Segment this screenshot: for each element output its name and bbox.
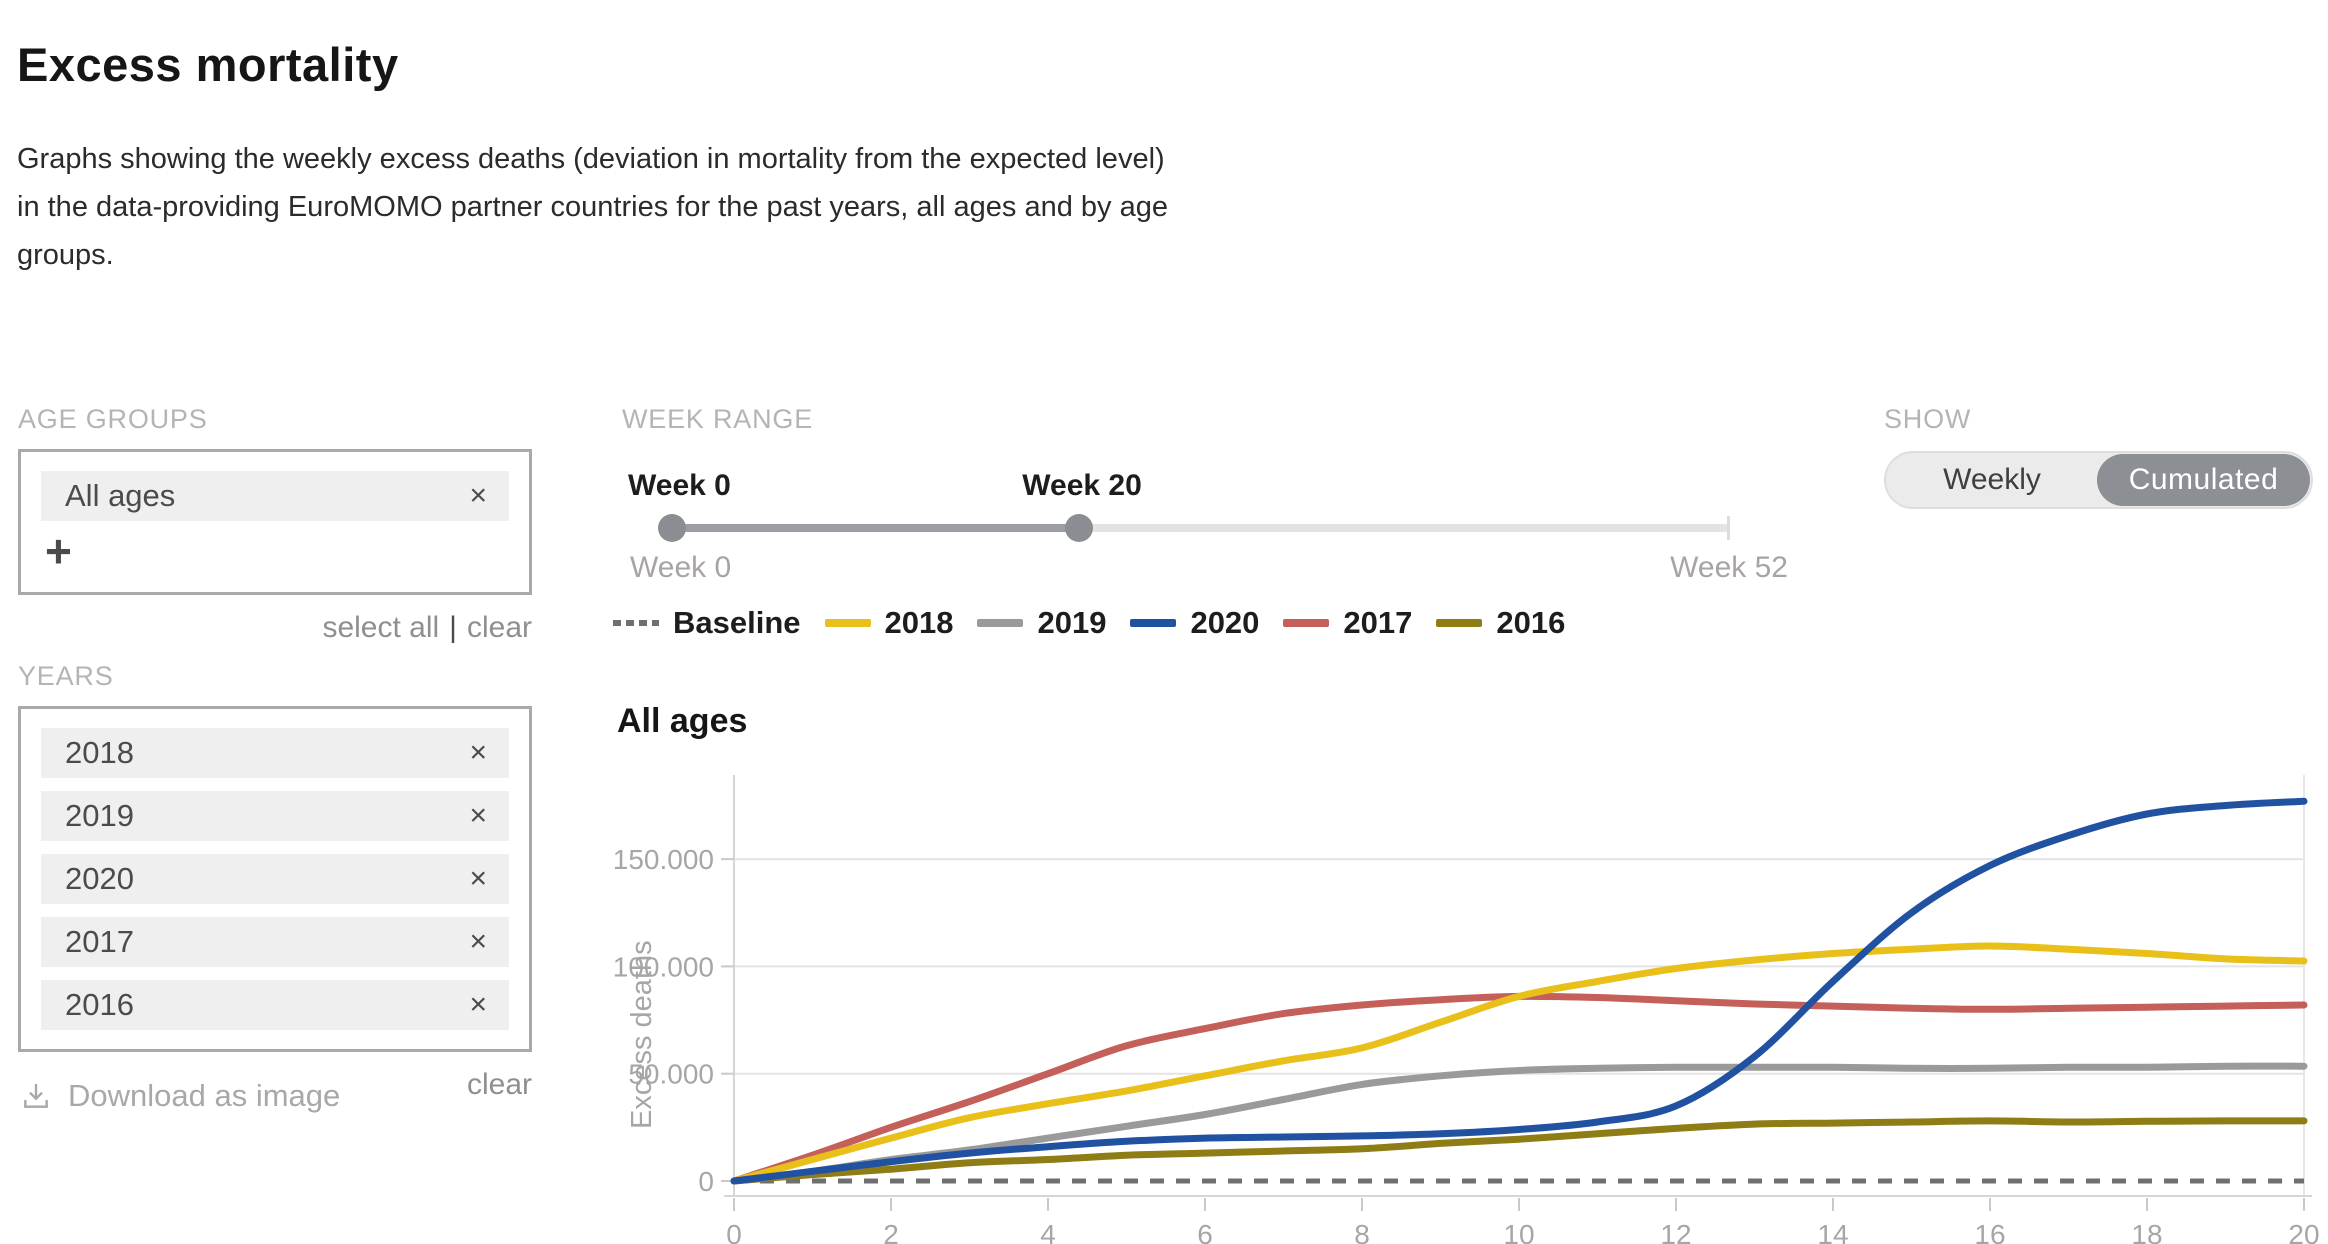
years-section: YEARS 2018 × 2019 × 2020 × 2017 × 2016 ×…	[18, 661, 532, 1102]
age-groups-label: AGE GROUPS	[18, 404, 208, 434]
series-2020	[730, 797, 2308, 1185]
filter-chip-label: 2018	[65, 735, 134, 770]
slider-handle-label-start: Week 0	[628, 469, 731, 502]
toggle-option-weekly[interactable]: Weekly	[1943, 463, 2041, 496]
series-2018	[730, 942, 2308, 1185]
age-group-chip[interactable]: All ages ×	[41, 471, 509, 521]
legend-label: 2017	[1343, 605, 1413, 640]
years-label: YEARS	[18, 661, 114, 691]
age-groups-section: AGE GROUPS All ages × + select all | clear	[18, 404, 532, 645]
week-range-label: WEEK RANGE	[622, 404, 814, 434]
legend-label: Baseline	[673, 605, 801, 640]
excess-mortality-chart: 0 50.000 100.000 150.000 0 2 4 6 8 10 12 14 16 18 20	[613, 775, 2320, 1244]
age-groups-panel: All ages × +	[18, 449, 532, 595]
filter-chip-label: 2016	[65, 987, 134, 1022]
years-panel: 2018 × 2019 × 2020 × 2017 × 2016 ×	[18, 706, 532, 1052]
filter-chip-label: All ages	[65, 478, 176, 513]
x-tick-label: 8	[1354, 1219, 1370, 1244]
slider-max-label: Week 52	[1670, 551, 1788, 584]
slider-handle-start[interactable]	[658, 514, 686, 542]
download-label: Download as image	[68, 1078, 341, 1113]
y-tick-label: 100.000	[613, 951, 714, 982]
year-chip[interactable]: 2019 ×	[41, 791, 509, 841]
legend-item: 2020	[1130, 605, 1259, 641]
download-as-image-button[interactable]: Download as image	[20, 1078, 340, 1114]
remove-icon[interactable]: ×	[469, 799, 487, 832]
series-2016	[730, 1117, 2308, 1185]
x-tick-label: 4	[1040, 1219, 1056, 1244]
show-section: SHOW Weekly Cumulated	[1884, 404, 2314, 509]
years-chip-list: 2018 × 2019 × 2020 × 2017 × 2016 ×	[41, 728, 509, 1030]
download-icon	[20, 1080, 52, 1112]
legend-swatch	[824, 619, 871, 627]
x-tick-label: 14	[1817, 1219, 1848, 1244]
show-toggle: Weekly Cumulated	[1884, 451, 2313, 509]
series-2019	[730, 1062, 2308, 1185]
x-tick-label: 6	[1197, 1219, 1213, 1244]
legend-item: 2016	[1436, 605, 1565, 641]
slider-handle-end[interactable]	[1065, 514, 1093, 542]
years-clear-link[interactable]: clear	[466, 1068, 532, 1101]
y-tick-label: 150.000	[613, 844, 714, 875]
year-chip[interactable]: 2017 ×	[41, 917, 509, 967]
y-tick-label: 0	[698, 1166, 714, 1197]
x-tick-label: 0	[726, 1219, 742, 1244]
year-chip[interactable]: 2020 ×	[41, 854, 509, 904]
remove-icon[interactable]: ×	[469, 736, 487, 769]
legend-swatch	[1436, 619, 1483, 627]
actions-separator: |	[449, 611, 457, 644]
x-tick-label: 2	[883, 1219, 899, 1244]
chart-legend: Baseline 2018 2019 2020 2017 2016	[613, 602, 1565, 644]
x-tick-label: 16	[1974, 1219, 2005, 1244]
legend-swatch	[613, 620, 659, 626]
filter-chip-label: 2019	[65, 798, 134, 833]
remove-icon[interactable]: ×	[469, 479, 487, 512]
age-groups-chip-list: All ages ×	[41, 471, 509, 521]
remove-icon[interactable]: ×	[469, 862, 487, 895]
week-range-slider: Week 0 Week 20 Week 0 Week 52	[622, 435, 1802, 584]
legend-label: 2020	[1190, 605, 1260, 640]
toggle-option-cumulated[interactable]: Cumulated	[2097, 454, 2310, 506]
legend-label: 2018	[884, 605, 954, 640]
age-groups-clear-link[interactable]: clear	[466, 611, 532, 644]
week-range-section: WEEK RANGE Week 0 Week 20 Week 0 Week 52	[622, 404, 1802, 584]
page-description: Graphs showing the weekly excess deaths …	[17, 143, 1168, 271]
year-chip[interactable]: 2016 ×	[41, 980, 509, 1030]
legend-item: 2017	[1283, 605, 1412, 641]
x-tick-label: 18	[2131, 1219, 2162, 1244]
remove-icon[interactable]: ×	[469, 925, 487, 958]
filter-chip-label: 2020	[65, 861, 134, 896]
slider-track-selected	[672, 524, 1079, 532]
slider-min-label: Week 0	[630, 551, 732, 584]
legend-item: 2018	[824, 605, 954, 641]
chart-title: All ages	[617, 702, 748, 740]
remove-icon[interactable]: ×	[469, 988, 487, 1021]
slider-track[interactable]	[672, 524, 1729, 532]
filter-chip-label: 2017	[65, 924, 134, 959]
x-tick-label: 12	[1660, 1219, 1691, 1244]
add-age-group-button[interactable]: +	[45, 525, 72, 577]
legend-item: Baseline	[613, 605, 801, 641]
legend-label: 2019	[1037, 605, 1107, 640]
x-tick-label: 20	[2288, 1219, 2319, 1244]
year-chip[interactable]: 2018 ×	[41, 728, 509, 778]
select-all-link[interactable]: select all	[322, 611, 440, 644]
x-tick-label: 10	[1503, 1219, 1534, 1244]
y-tick-label: 50.000	[628, 1059, 714, 1090]
slider-handle-label-end: Week 20	[1022, 469, 1142, 502]
legend-swatch	[1283, 619, 1330, 627]
legend-label: 2016	[1496, 605, 1566, 640]
legend-swatch	[1130, 619, 1177, 627]
legend-item: 2019	[977, 605, 1106, 641]
legend-swatch	[977, 619, 1024, 627]
show-label: SHOW	[1884, 404, 1972, 434]
slider-track-end-tick	[1727, 516, 1730, 540]
page-title: Excess mortality	[17, 38, 399, 92]
